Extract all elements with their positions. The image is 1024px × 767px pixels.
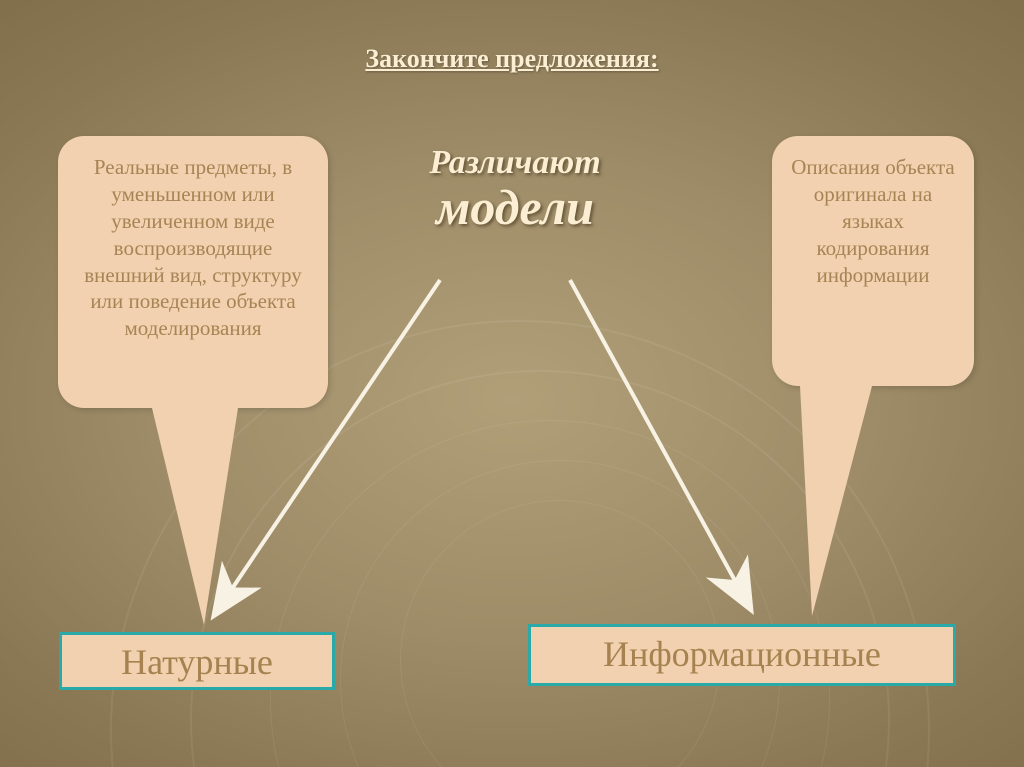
callout-left: Реальные предметы, в уменьшенном или уве… xyxy=(58,136,328,408)
bottom-box-left: Натурные xyxy=(59,632,335,690)
callout-left-tail xyxy=(152,408,238,625)
callout-right-tail xyxy=(800,386,872,616)
callout-right-text: Описания объекта оригинала на языках код… xyxy=(791,155,954,287)
bottom-left-label: Натурные xyxy=(121,642,273,682)
center-line1: Различают xyxy=(355,145,675,181)
bottom-box-right: Информационные xyxy=(528,624,956,686)
callout-left-text: Реальные предметы, в уменьшенном или уве… xyxy=(84,155,301,340)
callout-right: Описания объекта оригинала на языках код… xyxy=(772,136,974,386)
bg-swirl xyxy=(340,460,780,767)
arrow-right xyxy=(570,280,750,608)
bg-swirl xyxy=(270,420,830,767)
center-title: Различают модели xyxy=(355,145,675,233)
page-title: Закончите предложения: xyxy=(0,44,1024,74)
bg-swirl xyxy=(190,370,890,767)
bottom-right-label: Информационные xyxy=(603,634,881,674)
center-line2: модели xyxy=(355,181,675,234)
